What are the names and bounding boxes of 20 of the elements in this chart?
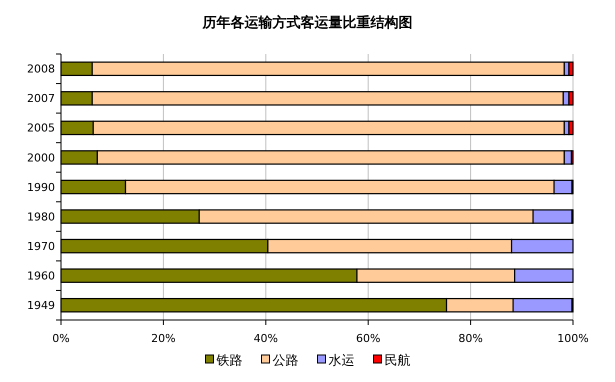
x-tick-label: 60% — [356, 332, 380, 345]
y-tick-label: 1960 — [27, 270, 55, 283]
x-tick-label: 0% — [52, 332, 70, 345]
y-tick-label: 1970 — [27, 240, 55, 253]
x-tick-label: 100% — [557, 332, 589, 345]
legend-label: 铁路 — [216, 354, 242, 369]
y-tick-label: 2000 — [27, 151, 55, 164]
legend-label: 公路 — [272, 354, 298, 369]
legend-label: 水运 — [328, 354, 354, 369]
x-tick-label: 40% — [254, 332, 278, 345]
y-tick-label: 1949 — [27, 299, 55, 312]
y-tick-label: 2005 — [27, 122, 55, 135]
y-tick-label: 2008 — [27, 62, 55, 76]
x-tick-label: 20% — [151, 332, 176, 345]
legend-label: 民航 — [384, 354, 410, 369]
y-tick-label: 1990 — [27, 180, 55, 194]
y-tick-label: 1980 — [27, 210, 55, 224]
x-tick-label: 80% — [458, 332, 483, 345]
y-tick-label: 2007 — [27, 92, 55, 106]
chart-title: 历年各运输方式客运量比重结构图 — [202, 14, 412, 31]
